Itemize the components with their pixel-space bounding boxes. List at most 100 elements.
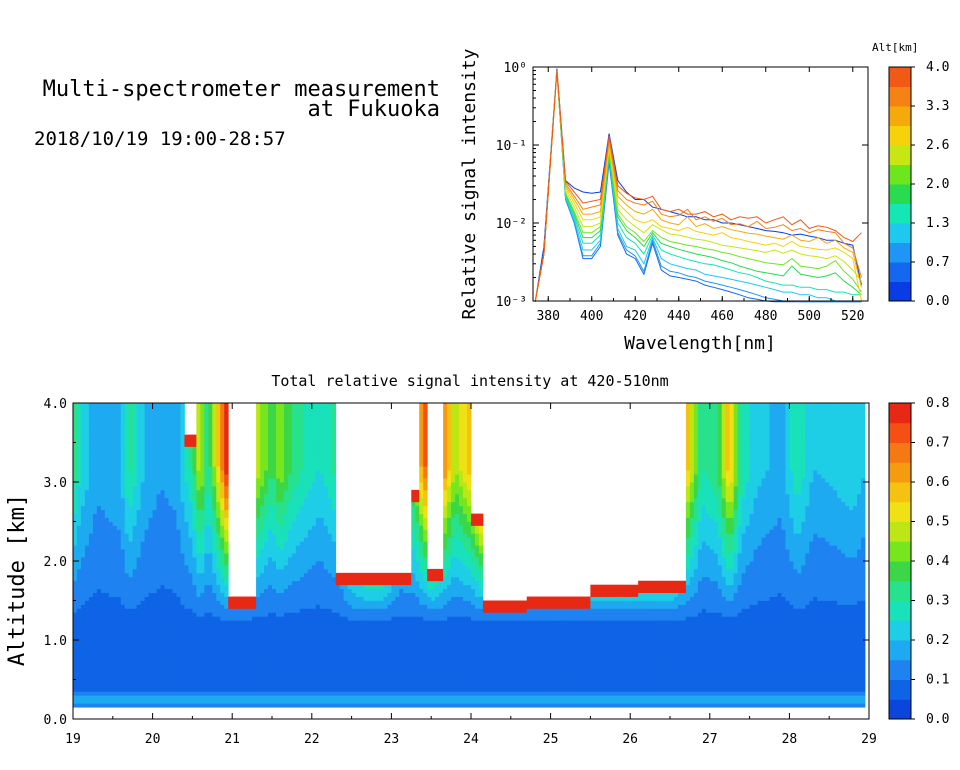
- heatmap-cell: [96, 580, 102, 586]
- heatmap-cell: [291, 568, 297, 574]
- heatmap-cell: [268, 647, 273, 653]
- heatmap-cell: [148, 478, 153, 483]
- heatmap-cell: [104, 485, 110, 491]
- heatmap-cell: [120, 517, 126, 522]
- heatmap-cell: [216, 549, 221, 554]
- heatmap-cell: [268, 525, 273, 530]
- heatmap-cell: [220, 497, 225, 503]
- heatmap-cell: [264, 517, 269, 522]
- heatmap-cell: [287, 572, 293, 578]
- heatmap-cell: [212, 442, 217, 447]
- heatmap-cell: [287, 418, 293, 424]
- heatmap-cell: [264, 513, 269, 518]
- heatmap-cell: [323, 572, 329, 578]
- heatmap-cell: [192, 663, 197, 669]
- heatmap-cell: [220, 403, 225, 408]
- heatmap-cell: [299, 557, 305, 562]
- heatmap-cell: [164, 474, 169, 479]
- heatmap-cell: [184, 592, 189, 597]
- heatmap-cell: [283, 675, 289, 680]
- heatmap-cell: [176, 521, 181, 526]
- heatmap-cell: [92, 620, 98, 625]
- heatmap-cell: [307, 485, 313, 491]
- heatmap-cell: [144, 624, 150, 629]
- heatmap-cell: [204, 572, 209, 578]
- heatmap-cell: [132, 596, 138, 601]
- heatmap-cell: [84, 584, 90, 590]
- heatmap-cell: [132, 628, 138, 633]
- heatmap-cell: [272, 679, 277, 684]
- heatmap-cell: [96, 505, 102, 511]
- heatmap-cell: [295, 632, 301, 637]
- heatmap-cell: [204, 462, 209, 467]
- heatmap-cell: [283, 695, 289, 700]
- heatmap-cell: [100, 533, 106, 538]
- heatmap-cell: [156, 620, 161, 625]
- heatmap-cell: [307, 430, 313, 435]
- heatmap-cell: [256, 561, 261, 566]
- heatmap-cell: [212, 636, 217, 641]
- heatmap-cell: [84, 572, 90, 578]
- heatmap-cell: [124, 576, 130, 582]
- heatmap-cell: [208, 557, 213, 562]
- heatmap-cell: [76, 406, 82, 412]
- heatmap-cell: [196, 640, 201, 645]
- heatmap-cell: [295, 592, 301, 597]
- heatmap-cell: [172, 529, 177, 534]
- heatmap-cell: [275, 454, 281, 459]
- heatmap-cell: [92, 572, 98, 578]
- heatmap-cell: [100, 474, 106, 479]
- heatmap-cell: [152, 651, 157, 657]
- heatmap-cell: [84, 450, 90, 455]
- heatmap-cell: [156, 509, 161, 514]
- heatmap-cell: [200, 667, 205, 672]
- heatmap-cell: [112, 501, 118, 507]
- heatmap-cell: [295, 529, 301, 534]
- heatmap-cell: [291, 529, 297, 534]
- heatmap-cell: [291, 667, 297, 672]
- heatmap-cell: [268, 632, 273, 637]
- heatmap-cell: [184, 624, 189, 629]
- heatmap-cell: [295, 695, 301, 700]
- heatmap-cell: [268, 489, 273, 495]
- heatmap-cell: [164, 517, 169, 522]
- heatmap-cell: [176, 493, 181, 499]
- heatmap-cell: [216, 695, 221, 700]
- heatmap-cell: [327, 442, 333, 447]
- heatmap-cell: [112, 462, 118, 467]
- heatmap-cell: [260, 647, 265, 653]
- heatmap-cell: [76, 628, 82, 633]
- heatmap-cell: [268, 442, 273, 447]
- heatmap-cell: [132, 493, 138, 499]
- heatmap-cell: [124, 478, 130, 483]
- heatmap-cell: [272, 568, 277, 574]
- heatmap-cell: [275, 549, 281, 554]
- heatmap-cell: [88, 592, 94, 597]
- heatmap-cell: [220, 489, 225, 495]
- heatmap-cell: [343, 600, 349, 605]
- heatmap-cell: [136, 671, 142, 676]
- heatmap-cell: [279, 671, 285, 676]
- heatmap-cell: [180, 632, 185, 637]
- heatmap-cell: [335, 604, 341, 609]
- heatmap-cell: [283, 505, 289, 511]
- heatmap-cell: [291, 671, 297, 676]
- heatmap-cell: [132, 612, 138, 617]
- heatmap-cell: [275, 699, 281, 704]
- heatmap-cell: [244, 624, 249, 629]
- heatmap-cell: [311, 679, 317, 684]
- heatmap-cell: [283, 434, 289, 439]
- heatmap-cell: [176, 537, 181, 542]
- heatmap-cell: [212, 588, 217, 593]
- heatmap-cell: [216, 474, 221, 479]
- heatmap-cell: [275, 422, 281, 428]
- heatmap-cell: [212, 406, 217, 412]
- heatmap-cell: [96, 584, 102, 590]
- heatmap-cell: [140, 667, 146, 672]
- heatmap-cell: [335, 576, 341, 582]
- heatmap-cell: [196, 568, 201, 574]
- heatmap-cell: [287, 442, 293, 447]
- heatmap-cell: [92, 403, 98, 408]
- heatmap-cell: [260, 485, 265, 491]
- heatmap-cell: [96, 414, 102, 420]
